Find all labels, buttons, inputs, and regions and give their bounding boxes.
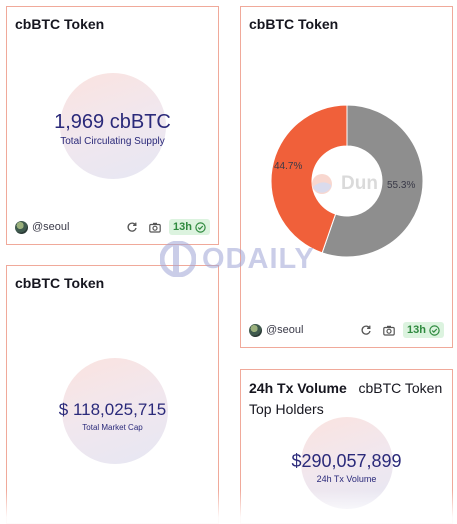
camera-icon[interactable] [382, 323, 396, 337]
age-text: 13h [407, 324, 426, 336]
card-title: cbBTC Token [15, 275, 105, 291]
refresh-icon[interactable] [125, 220, 139, 234]
counter-value: 1,969 cbBTC [54, 111, 171, 133]
counter-background [62, 358, 168, 464]
odaily-watermark: ODAILY [160, 241, 315, 277]
check-circle-icon [429, 324, 440, 336]
card-title: cbBTC Token [249, 16, 339, 32]
card-title-tab[interactable]: cbBTC Token [358, 380, 443, 396]
camera-icon[interactable] [148, 220, 162, 234]
author-link[interactable]: @seoul [32, 221, 70, 233]
card-title: cbBTC Token [15, 16, 105, 32]
odaily-logo-icon [160, 241, 196, 277]
supply-card: cbBTC Token 1,969 cbBTC Total Circulatin… [6, 6, 219, 245]
donut-card: cbBTC Token 44.7% 55.3% Dun @seoul 13h [240, 6, 453, 348]
counter-value: $ 118,025,715 [58, 400, 167, 419]
dune-watermark: Dun [311, 173, 378, 195]
slice-orange[interactable] [270, 104, 348, 254]
age-badge: 13h [403, 322, 444, 338]
refresh-icon[interactable] [359, 323, 373, 337]
watermark-text: Dun [341, 173, 378, 194]
watermark-text: ODAILY [202, 242, 315, 275]
avatar[interactable] [249, 323, 262, 337]
card-title: 24h Tx Volume cbBTC Token Top Holders [249, 378, 442, 420]
marketcap-card: cbBTC Token $ 118,025,715 Total Market C… [6, 265, 219, 524]
avatar[interactable] [15, 220, 28, 234]
card-title-tab-2[interactable]: Top Holders [249, 401, 324, 417]
slice-label-gray: 55.3% [387, 180, 416, 191]
counter-label: 24h Tx Volume [316, 474, 377, 484]
card-footer: @seoul 13h [249, 321, 444, 339]
dune-logo-icon [312, 174, 332, 194]
author-link[interactable]: @seoul [266, 324, 304, 336]
check-circle-icon [195, 221, 206, 233]
card-title-main: 24h Tx Volume [249, 380, 347, 396]
slice-label-orange: 44.7% [274, 161, 303, 172]
counter-label: Total Market Cap [82, 423, 143, 432]
donut-chart [270, 104, 424, 258]
age-badge: 13h [169, 219, 210, 235]
counter-label: Total Circulating Supply [60, 136, 165, 147]
counter-value: $290,057,899 [291, 451, 402, 471]
volume-card: 24h Tx Volume cbBTC Token Top Holders $2… [240, 369, 453, 524]
card-footer: @seoul 13h [15, 218, 210, 236]
age-text: 13h [173, 221, 192, 233]
counter-background [60, 73, 166, 179]
